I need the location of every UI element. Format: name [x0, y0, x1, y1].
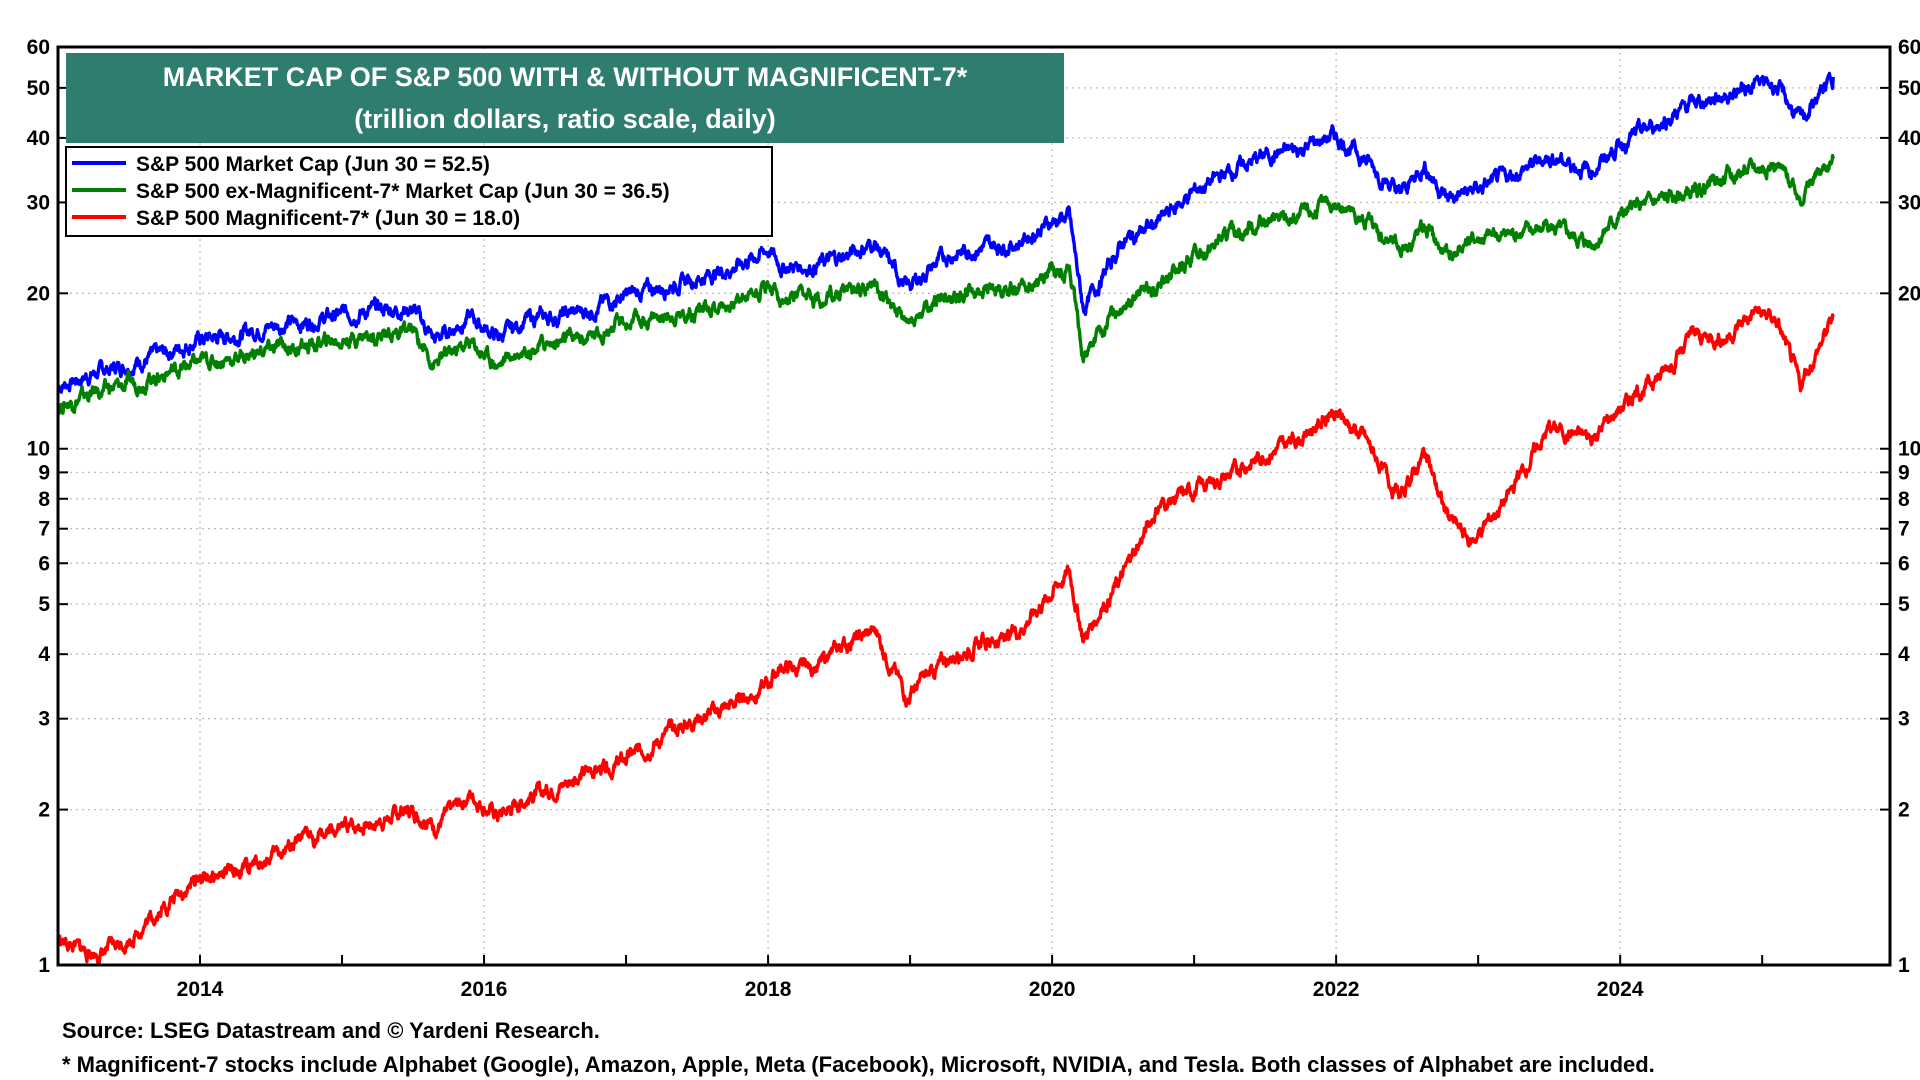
y-tick-label-right: 50	[1898, 77, 1920, 100]
y-tick-label-left: 20	[27, 282, 50, 305]
source-note: Source: LSEG Datastream and © Yardeni Re…	[62, 1018, 600, 1043]
y-tick-label-right: 40	[1898, 127, 1920, 150]
x-tick-label: 2014	[177, 978, 224, 1001]
legend-label-mag7: S&P 500 Magnificent-7* (Jun 30 = 18.0)	[136, 207, 520, 230]
x-tick-label: 2022	[1313, 978, 1360, 1001]
chart-subtitle: (trillion dollars, ratio scale, daily)	[354, 104, 776, 134]
series-line-1	[56, 153, 1835, 415]
y-tick-label-right: 60	[1898, 36, 1920, 59]
y-tick-label-left: 9	[38, 461, 50, 484]
y-tick-label-right: 6	[1898, 552, 1910, 575]
chart-title-box: MARKET CAP OF S&P 500 WITH & WITHOUT MAG…	[66, 53, 1064, 143]
y-tick-label-left: 3	[38, 708, 50, 731]
x-tick-label: 2020	[1029, 978, 1076, 1001]
legend-label-sp500: S&P 500 Market Cap (Jun 30 = 52.5)	[136, 153, 490, 176]
y-tick-label-left: 40	[27, 127, 50, 150]
chart-title: MARKET CAP OF S&P 500 WITH & WITHOUT MAG…	[163, 62, 968, 92]
y-tick-label-left: 1	[38, 954, 50, 977]
series-lines	[56, 71, 1835, 967]
series-line-0	[56, 71, 1835, 394]
y-tick-label-right: 1	[1898, 954, 1910, 977]
y-tick-label-right: 9	[1898, 461, 1910, 484]
plot-frame	[56, 45, 1892, 967]
y-tick-label-left: 6	[38, 552, 50, 575]
y-tick-label-left: 5	[38, 593, 50, 616]
chart-legend: S&P 500 Market Cap (Jun 30 = 52.5) S&P 5…	[65, 146, 773, 237]
y-tick-label-left: 60	[27, 36, 50, 59]
y-tick-label-left: 8	[38, 488, 50, 511]
y-tick-label-left: 50	[27, 77, 50, 100]
y-tick-label-right: 2	[1898, 799, 1910, 822]
y-tick-label-left: 4	[38, 643, 50, 666]
series-line-2	[56, 305, 1835, 967]
y-tick-label-left: 10	[27, 438, 50, 461]
y-tick-label-right: 20	[1898, 282, 1920, 305]
y-tick-label-right: 30	[1898, 191, 1920, 214]
x-tick-label: 2024	[1597, 978, 1644, 1001]
legend-label-ex-mag7: S&P 500 ex-Magnificent-7* Market Cap (Ju…	[136, 180, 670, 203]
y-tick-label-left: 2	[38, 799, 50, 822]
y-tick-label-left: 7	[38, 518, 50, 541]
footnote: * Magnificent-7 stocks include Alphabet …	[62, 1052, 1655, 1077]
x-tick-label: 2018	[745, 978, 792, 1001]
x-axis-ticks: 2014 2016 2018 2020 2022 2024	[57, 955, 1764, 1001]
y-tick-label-right: 4	[1898, 643, 1910, 666]
y-tick-label-right: 10	[1898, 438, 1920, 461]
y-tick-label-right: 8	[1898, 488, 1910, 511]
y-tick-label-right: 5	[1898, 593, 1910, 616]
y-tick-label-right: 3	[1898, 708, 1910, 731]
x-tick-label: 2016	[461, 978, 508, 1001]
y-tick-label-left: 30	[27, 191, 50, 214]
y-tick-label-right: 7	[1898, 518, 1910, 541]
